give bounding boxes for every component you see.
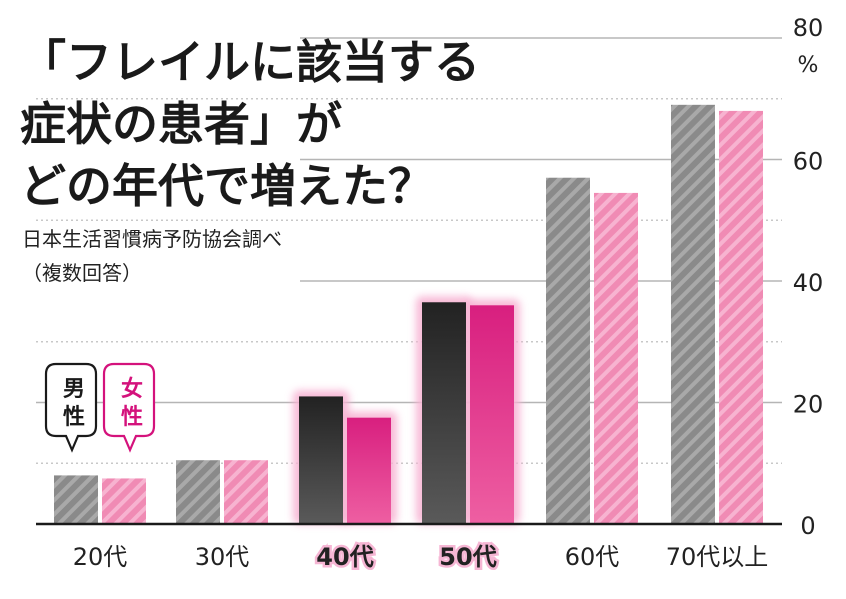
x-category-label: 40代 (316, 543, 373, 571)
bar-male-60代 (546, 177, 590, 524)
legend-male-char-1: 男 (63, 377, 85, 402)
x-category-label: 60代 (565, 543, 620, 571)
title-line-2: 症状の患者」が (20, 97, 342, 151)
x-axis-categories: 20代 30代 40代 50代 60代 70代以上 (73, 541, 769, 574)
bar-male-20代 (54, 475, 98, 524)
source-note: 日本生活習慣病予防協会調べ (22, 227, 282, 251)
bar-male-70代以上 (671, 104, 715, 524)
bar-female-30代 (224, 460, 268, 524)
bar-male-40代 (299, 396, 343, 524)
title-line-1: 「フレイルに該当する (20, 35, 480, 89)
y-tick-label: 80 (793, 14, 824, 42)
y-axis-ticks: 0 20 40 60 80 (793, 14, 824, 540)
bar-male-30代 (176, 460, 220, 524)
y-tick-label: 60 (793, 148, 824, 176)
bar-male-50代 (422, 302, 466, 524)
legend-female-char-1: 女 (121, 376, 143, 402)
bar-female-70代以上 (719, 110, 763, 525)
legend-female-bubble (102, 362, 156, 453)
legend-male-char-2: 性 (63, 405, 85, 430)
x-category-label: 50代 (439, 543, 496, 571)
title-line-3: どの年代で増えた？ (20, 159, 434, 213)
legend-female: 女 性 (102, 362, 156, 453)
bars (54, 104, 763, 525)
bar-female-50代 (470, 305, 514, 524)
bar-female-20代 (102, 478, 146, 524)
y-tick-label: 40 (793, 269, 824, 297)
bar-female-40代 (347, 417, 391, 524)
x-category-label: 30代 (195, 543, 250, 571)
x-category-label: 20代 (73, 543, 128, 571)
y-axis-unit: % (798, 53, 819, 78)
legend-female-char-2: 性 (121, 405, 143, 430)
bar-female-60代 (594, 192, 638, 524)
legend-male-bubble (44, 362, 98, 453)
y-tick-label: 20 (793, 391, 824, 419)
answer-note: （複数回答） (22, 261, 142, 285)
y-tick-label: 0 (800, 512, 815, 540)
legend-male: 男 性 (44, 362, 98, 453)
x-category-label: 70代以上 (666, 543, 769, 571)
